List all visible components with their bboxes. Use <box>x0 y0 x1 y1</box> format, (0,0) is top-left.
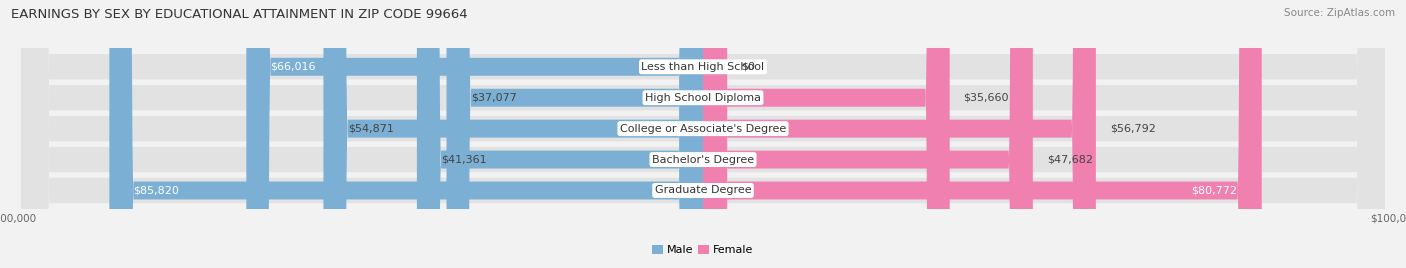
FancyBboxPatch shape <box>703 0 727 268</box>
FancyBboxPatch shape <box>418 0 703 268</box>
Text: $85,820: $85,820 <box>134 185 180 195</box>
Text: EARNINGS BY SEX BY EDUCATIONAL ATTAINMENT IN ZIP CODE 99664: EARNINGS BY SEX BY EDUCATIONAL ATTAINMEN… <box>11 8 468 21</box>
FancyBboxPatch shape <box>21 0 1385 268</box>
Text: Bachelor's Degree: Bachelor's Degree <box>652 155 754 165</box>
Text: $56,792: $56,792 <box>1109 124 1156 134</box>
Text: $66,016: $66,016 <box>270 62 316 72</box>
FancyBboxPatch shape <box>703 0 1033 268</box>
FancyBboxPatch shape <box>21 0 1385 268</box>
FancyBboxPatch shape <box>447 0 703 268</box>
Text: $47,682: $47,682 <box>1046 155 1092 165</box>
Legend: Male, Female: Male, Female <box>648 241 758 260</box>
Text: $37,077: $37,077 <box>471 93 516 103</box>
FancyBboxPatch shape <box>703 0 949 268</box>
Text: $35,660: $35,660 <box>963 93 1010 103</box>
FancyBboxPatch shape <box>110 0 703 268</box>
Text: $0: $0 <box>741 62 755 72</box>
Text: High School Diploma: High School Diploma <box>645 93 761 103</box>
Text: Graduate Degree: Graduate Degree <box>655 185 751 195</box>
Text: College or Associate's Degree: College or Associate's Degree <box>620 124 786 134</box>
Text: $54,871: $54,871 <box>347 124 394 134</box>
FancyBboxPatch shape <box>703 0 1261 268</box>
FancyBboxPatch shape <box>323 0 703 268</box>
Text: $80,772: $80,772 <box>1191 185 1237 195</box>
FancyBboxPatch shape <box>246 0 703 268</box>
FancyBboxPatch shape <box>703 0 1095 268</box>
FancyBboxPatch shape <box>21 0 1385 268</box>
Text: Source: ZipAtlas.com: Source: ZipAtlas.com <box>1284 8 1395 18</box>
Text: Less than High School: Less than High School <box>641 62 765 72</box>
Text: $41,361: $41,361 <box>441 155 486 165</box>
FancyBboxPatch shape <box>21 0 1385 268</box>
FancyBboxPatch shape <box>21 0 1385 268</box>
